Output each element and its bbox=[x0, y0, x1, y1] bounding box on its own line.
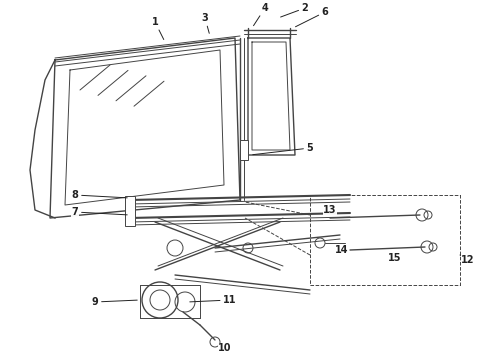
Bar bbox=[125, 196, 135, 226]
Text: 7: 7 bbox=[72, 207, 127, 217]
Text: 9: 9 bbox=[92, 297, 137, 307]
Text: 11: 11 bbox=[190, 295, 237, 305]
Text: 14: 14 bbox=[335, 245, 349, 255]
Text: 13: 13 bbox=[323, 205, 337, 215]
Text: 12: 12 bbox=[460, 255, 475, 265]
Text: 3: 3 bbox=[201, 13, 209, 33]
FancyBboxPatch shape bbox=[240, 140, 248, 160]
Text: 10: 10 bbox=[218, 343, 232, 353]
Text: 5: 5 bbox=[253, 143, 314, 155]
Text: 1: 1 bbox=[151, 17, 164, 40]
Text: 4: 4 bbox=[253, 3, 269, 26]
Text: 6: 6 bbox=[295, 7, 328, 27]
Text: 2: 2 bbox=[281, 3, 308, 17]
Text: 8: 8 bbox=[72, 190, 127, 200]
Text: 15: 15 bbox=[388, 253, 402, 263]
